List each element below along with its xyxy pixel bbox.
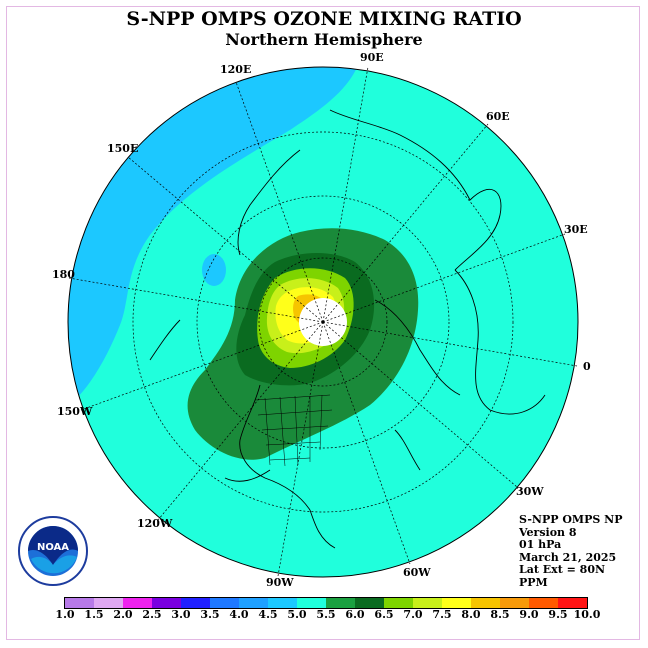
color-tick-label: 5.5	[316, 608, 336, 621]
color-tick-label: 9.0	[519, 608, 539, 621]
lon-label-90w: 90W	[266, 576, 294, 589]
color-swatch-2	[123, 598, 152, 608]
noaa-logo: NOAA	[18, 516, 88, 586]
lon-label-150w: 150W	[57, 405, 93, 418]
color-tick-label: 3.0	[171, 608, 191, 621]
color-tick-label: 4.0	[229, 608, 249, 621]
color-swatch-3	[152, 598, 181, 608]
page-frame	[6, 6, 640, 640]
color-tick-label: 7.0	[403, 608, 423, 621]
color-tick-label: 10.0	[573, 608, 601, 621]
color-swatch-11	[384, 598, 413, 608]
lon-label-0: 0	[583, 360, 591, 373]
lon-label-30w: 30W	[516, 485, 544, 498]
info-lat-ext: Lat Ext = 80N	[519, 563, 606, 576]
lon-label-120e: 120E	[220, 63, 252, 76]
color-tick-label: 1.0	[55, 608, 75, 621]
svg-text:NOAA: NOAA	[37, 542, 69, 553]
map-subtitle: Northern Hemisphere	[225, 30, 423, 49]
color-swatch-17	[558, 598, 587, 608]
color-swatch-9	[326, 598, 355, 608]
color-tick-label: 5.0	[287, 608, 307, 621]
info-date: March 21, 2025	[519, 550, 617, 564]
color-swatch-12	[413, 598, 442, 608]
color-swatch-7	[268, 598, 297, 608]
lon-label-90e: 90E	[360, 51, 384, 64]
color-swatch-0	[65, 598, 94, 608]
info-unit: PPM	[519, 575, 548, 589]
color-swatch-14	[471, 598, 500, 608]
field-4-0-patch	[202, 254, 226, 286]
color-scale-bar	[64, 597, 588, 609]
color-tick-label: 6.0	[345, 608, 365, 621]
color-swatch-1	[94, 598, 123, 608]
lon-label-60e: 60E	[486, 110, 510, 123]
us-state-lines	[254, 394, 333, 467]
color-tick-label: 6.5	[374, 608, 394, 621]
color-tick-label: 3.5	[200, 608, 220, 621]
color-tick-label: 9.5	[548, 608, 568, 621]
info-pressure: 01 hPa	[519, 538, 562, 551]
product-info: S-NPP OMPS NP Version 8 01 hPa March 21,…	[519, 513, 623, 589]
lon-label-150e: 150E	[107, 142, 139, 155]
color-tick-label: 8.0	[461, 608, 481, 621]
graticule	[68, 66, 578, 577]
color-tick-label: 1.5	[84, 608, 104, 621]
color-swatch-15	[500, 598, 529, 608]
info-instrument: S-NPP OMPS NP	[519, 513, 623, 526]
lon-label-120w: 120W	[137, 517, 173, 530]
color-tick-label: 2.5	[142, 608, 162, 621]
map-title: S-NPP OMPS OZONE MIXING RATIO	[126, 8, 522, 30]
color-swatch-13	[442, 598, 471, 608]
color-tick-label: 8.5	[490, 608, 510, 621]
color-swatch-4	[181, 598, 210, 608]
color-swatch-5	[210, 598, 239, 608]
color-swatch-8	[297, 598, 326, 608]
lon-label-180: 180	[52, 268, 75, 281]
color-tick-label: 7.5	[432, 608, 452, 621]
color-scale-ticks: 1.0 1.5 2.0 2.5 3.0 3.5 4.0 4.5 5.0 5.5 6.0 6.5 7.0 7…	[0, 608, 648, 624]
lon-label-60w: 60W	[403, 566, 431, 579]
color-tick-label: 4.5	[258, 608, 278, 621]
info-version: Version 8	[519, 525, 577, 539]
coastlines	[149, 109, 546, 549]
color-swatch-10	[355, 598, 384, 608]
map-boundary	[67, 66, 579, 578]
color-tick-label: 2.0	[113, 608, 133, 621]
color-swatch-6	[239, 598, 268, 608]
color-swatch-16	[529, 598, 558, 608]
lon-label-30e: 30E	[564, 223, 588, 236]
